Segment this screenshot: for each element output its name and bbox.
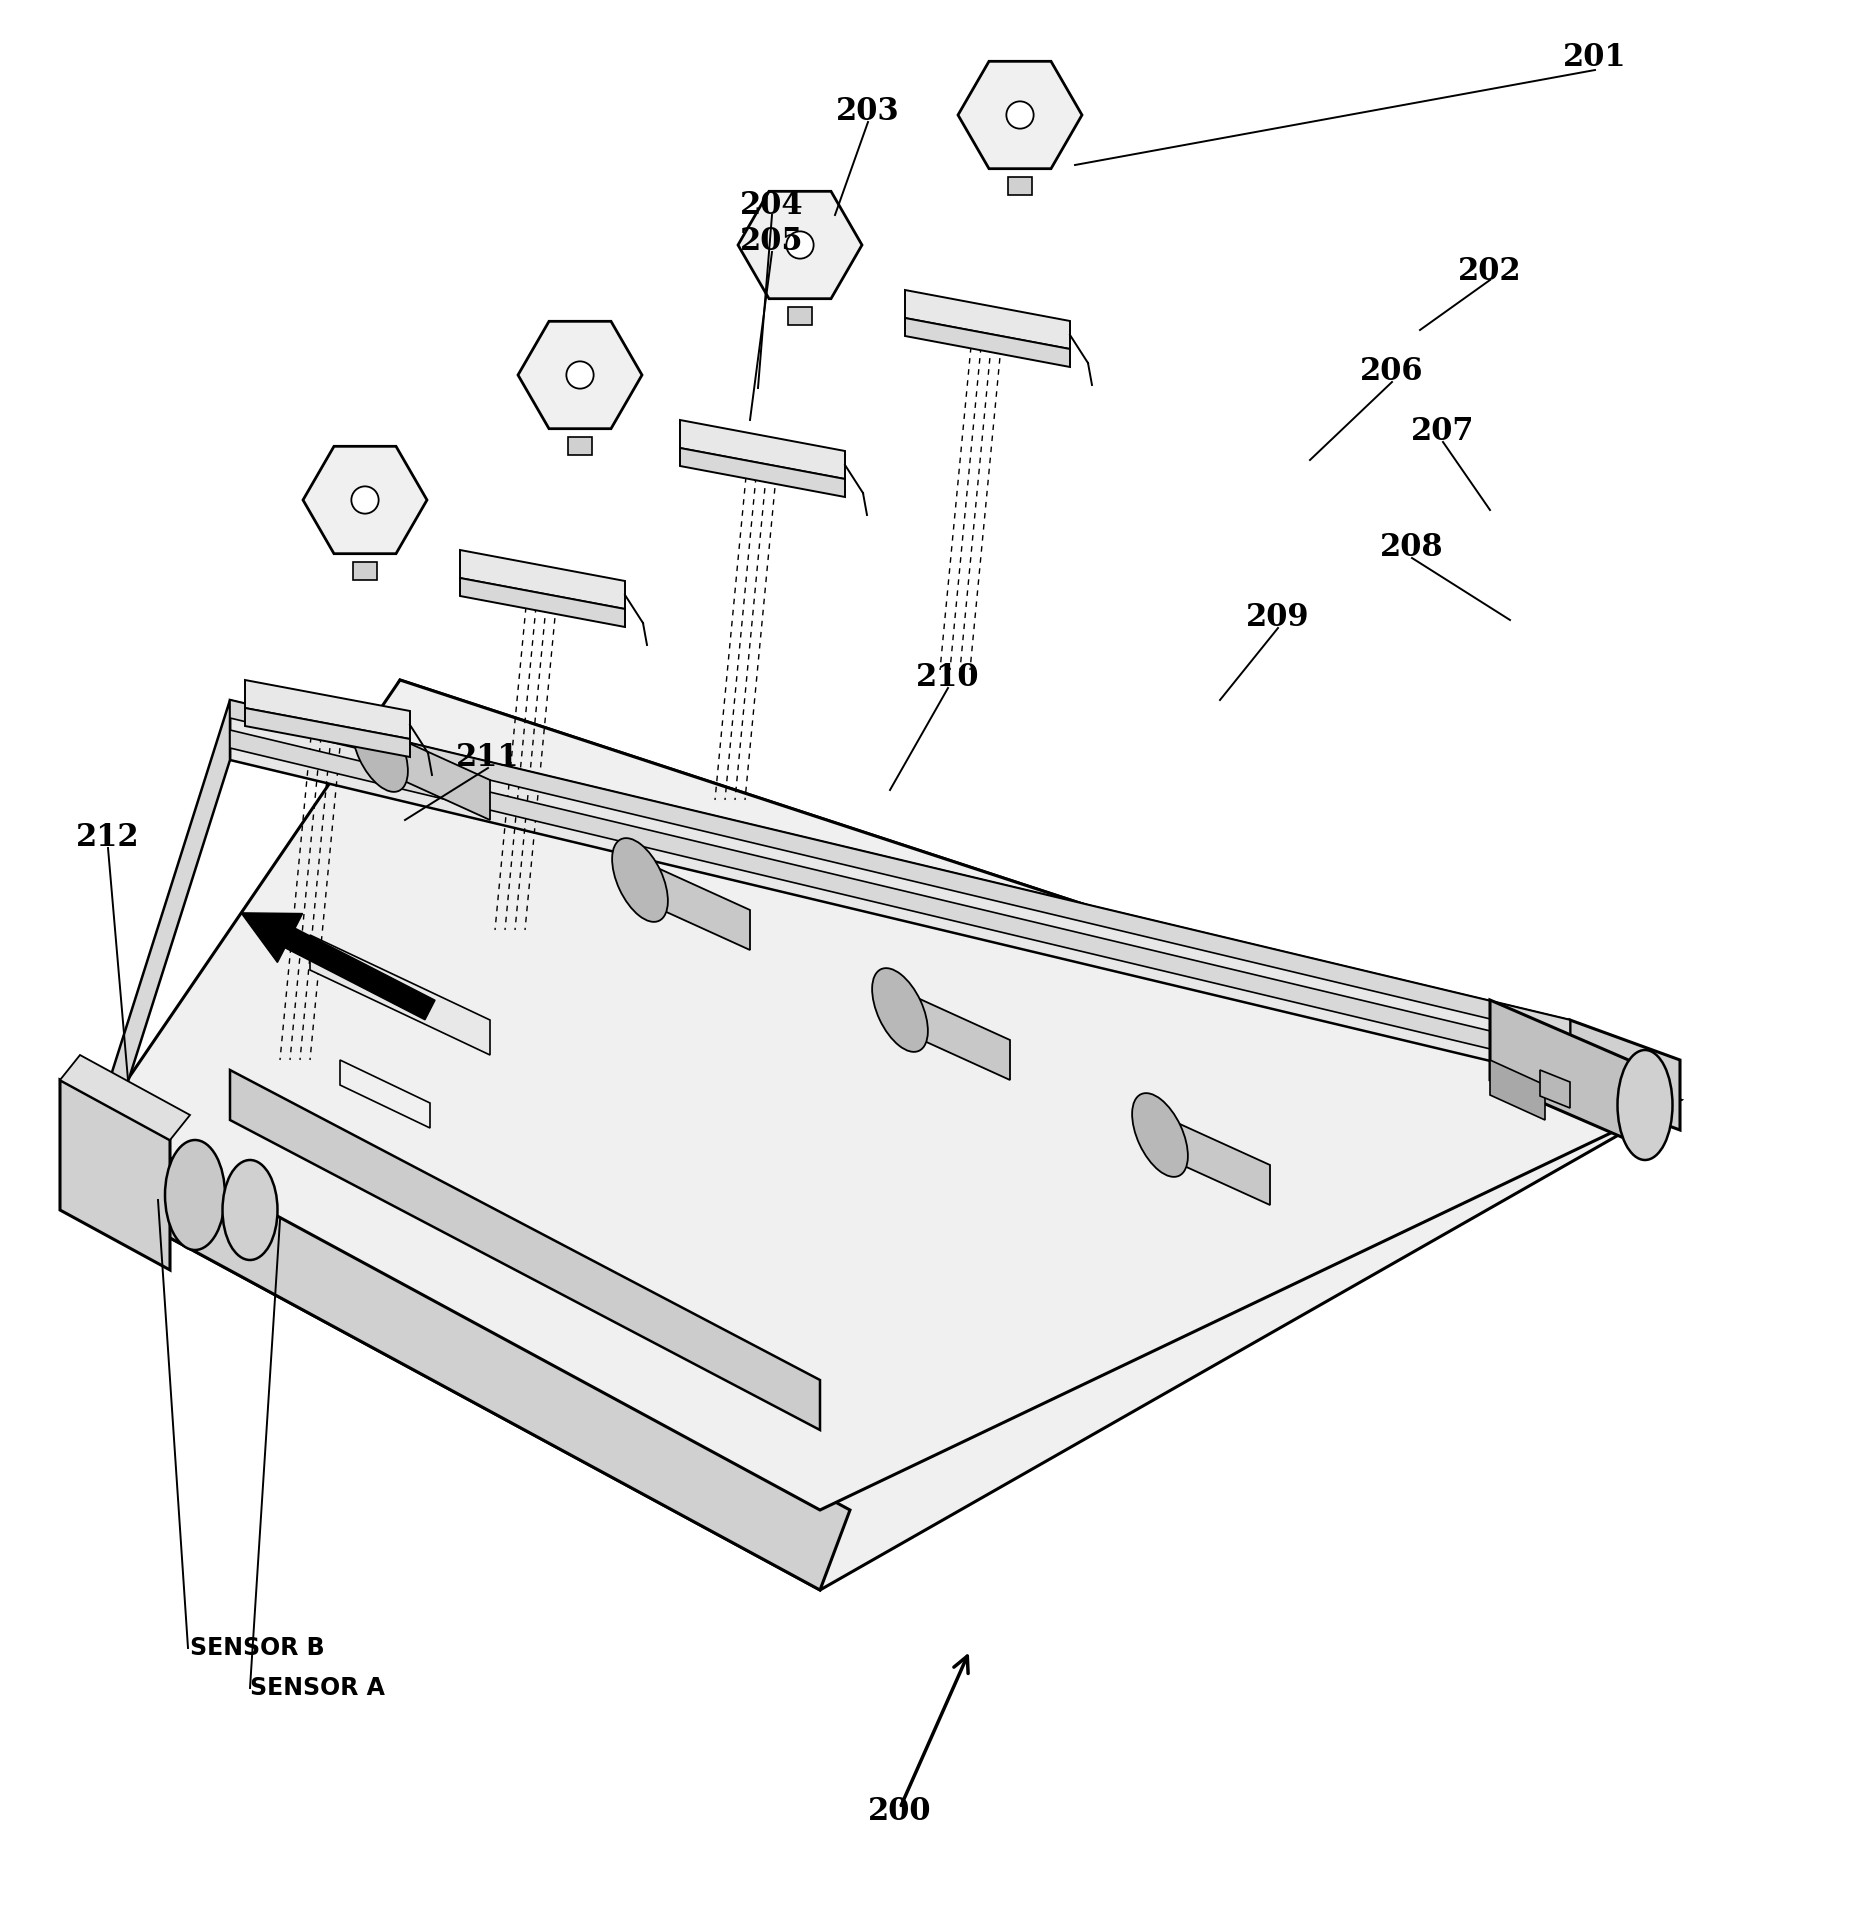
Polygon shape <box>1007 176 1032 196</box>
Ellipse shape <box>352 708 407 792</box>
Polygon shape <box>569 437 593 455</box>
Polygon shape <box>641 859 750 949</box>
Polygon shape <box>230 700 1570 1080</box>
Text: 211: 211 <box>456 742 520 773</box>
Circle shape <box>352 487 378 514</box>
Polygon shape <box>59 1080 170 1270</box>
Polygon shape <box>100 700 230 1170</box>
Text: 202: 202 <box>1458 257 1522 288</box>
Text: 203: 203 <box>835 96 900 127</box>
Ellipse shape <box>872 969 928 1051</box>
Polygon shape <box>957 61 1082 169</box>
Text: 204: 204 <box>741 190 804 221</box>
Polygon shape <box>737 192 861 299</box>
Polygon shape <box>519 322 643 430</box>
Text: 200: 200 <box>869 1797 932 1828</box>
Polygon shape <box>906 290 1070 349</box>
Polygon shape <box>100 681 1680 1590</box>
Ellipse shape <box>165 1139 224 1251</box>
Polygon shape <box>380 731 491 821</box>
Text: SENSOR B: SENSOR B <box>191 1636 324 1659</box>
Polygon shape <box>459 550 624 610</box>
Polygon shape <box>304 447 428 554</box>
Circle shape <box>567 361 594 389</box>
Polygon shape <box>787 307 811 324</box>
Text: 201: 201 <box>1563 42 1626 73</box>
Polygon shape <box>680 449 845 497</box>
Polygon shape <box>354 562 378 579</box>
Polygon shape <box>230 731 1570 1068</box>
Polygon shape <box>244 708 409 758</box>
Polygon shape <box>1541 1070 1570 1109</box>
Polygon shape <box>341 1061 430 1128</box>
Text: 206: 206 <box>1359 357 1424 387</box>
Text: 207: 207 <box>1411 416 1474 447</box>
Polygon shape <box>59 1055 191 1139</box>
Text: 212: 212 <box>76 823 139 854</box>
Ellipse shape <box>1617 1049 1672 1160</box>
Polygon shape <box>230 1070 820 1431</box>
Polygon shape <box>906 318 1070 366</box>
Polygon shape <box>900 990 1009 1080</box>
Circle shape <box>787 232 813 259</box>
Polygon shape <box>100 1120 850 1590</box>
Polygon shape <box>100 681 1680 1509</box>
Polygon shape <box>1570 1020 1680 1130</box>
Text: 209: 209 <box>1246 602 1309 633</box>
Ellipse shape <box>222 1160 278 1260</box>
Polygon shape <box>459 577 624 627</box>
Text: SENSOR A: SENSOR A <box>250 1676 385 1699</box>
Text: 208: 208 <box>1380 533 1445 564</box>
Polygon shape <box>309 934 491 1055</box>
Ellipse shape <box>613 838 669 923</box>
Text: 205: 205 <box>741 226 804 257</box>
Polygon shape <box>1491 999 1641 1145</box>
Polygon shape <box>1159 1114 1270 1205</box>
Polygon shape <box>244 681 409 738</box>
Polygon shape <box>1491 1061 1545 1120</box>
Polygon shape <box>230 700 1570 1038</box>
FancyArrow shape <box>241 913 435 1020</box>
Polygon shape <box>680 420 845 480</box>
Ellipse shape <box>1132 1093 1187 1178</box>
Text: 210: 210 <box>917 662 980 694</box>
Circle shape <box>1006 102 1033 129</box>
